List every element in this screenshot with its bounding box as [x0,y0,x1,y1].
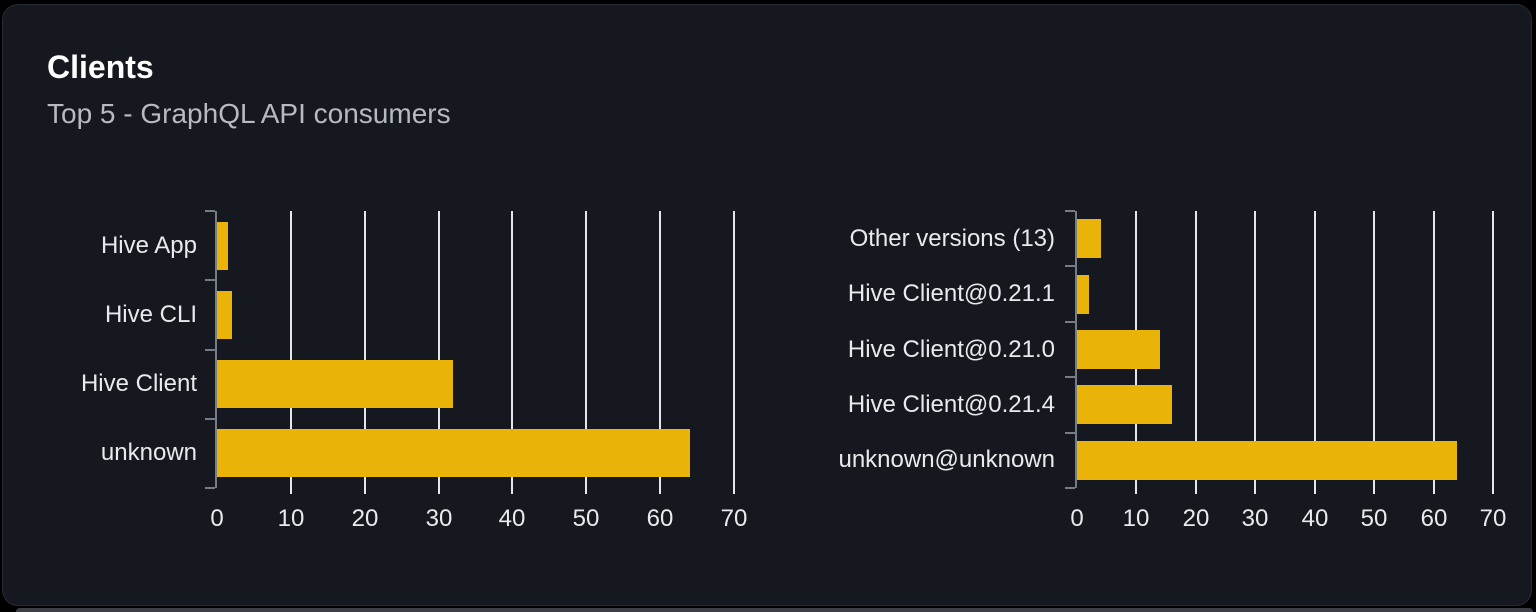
y-axis-tick [1065,210,1075,212]
y-axis-tick [205,487,215,489]
next-panel-top-edge [16,608,1533,612]
clients-card: Clients Top 5 - GraphQL API consumers Hi… [2,4,1532,606]
y-axis-tick [205,279,215,281]
gridline [733,211,735,494]
x-axis-tick-label: 0 [1070,505,1084,532]
gridline [511,211,514,494]
gridline [289,211,292,494]
card-subtitle: Top 5 - GraphQL API consumers [47,98,451,129]
y-axis-tick [205,210,215,212]
x-axis-tick-label: 20 [1182,505,1210,532]
gridline [585,211,588,494]
x-axis-tick-label: 0 [210,505,224,532]
clients-bar-chart: Hive App Hive CLI Hive Client unknown 0 10 20 3… [3,5,1531,605]
bar-unknown[interactable] [217,429,690,477]
y-axis-tick [1065,265,1075,267]
gridline [437,211,440,494]
x-axis-tick-label: 30 [425,505,453,532]
gridline [363,211,366,494]
gridline [1492,211,1494,494]
x-axis-tick-label: 70 [1479,505,1507,532]
x-axis-tick-label: 50 [572,505,600,532]
y-axis-line [215,211,217,488]
bar-other-versions-13-[interactable] [1077,219,1101,258]
y-axis-tick [1065,432,1075,434]
category-label: Hive Client [80,370,197,397]
y-axis-tick [1065,376,1075,378]
y-axis-tick [1065,487,1075,489]
bar-hive-client-0.21.0[interactable] [1077,330,1160,369]
bar-hive-client[interactable] [217,360,453,408]
x-axis-tick-label: 60 [1420,505,1448,532]
bar-unknown-unknown[interactable] [1077,441,1457,480]
category-label: Hive Client@0.21.1 [847,280,1055,307]
gridline [1373,211,1376,494]
bar-hive-client-0.21.4[interactable] [1077,385,1172,424]
gridline [1194,211,1197,494]
category-label: Other versions (13) [849,225,1055,252]
y-axis-tick [205,418,215,420]
gridline [1254,211,1257,494]
x-axis-tick-label: 30 [1241,505,1269,532]
y-axis-line [1075,211,1077,488]
client-versions-bar-chart: Other versions (13) Hive Client@0.21.1 Hiv… [3,5,1531,605]
category-label: Hive Client@0.21.4 [847,391,1055,418]
category-label: Hive CLI [104,301,197,328]
category-label: Hive App [100,232,197,259]
gridline [659,211,662,494]
bar-hive-client-0.21.1[interactable] [1077,275,1089,314]
y-axis-tick [205,349,215,351]
gridline [1432,211,1435,494]
bar-hive-cli[interactable] [217,291,232,339]
x-axis-tick-label: 40 [1301,505,1329,532]
bar-hive-app[interactable] [217,222,228,270]
x-axis-tick-label: 40 [498,505,526,532]
category-label: unknown [100,439,197,466]
x-axis-tick-label: 70 [720,505,748,532]
card-title: Clients [47,49,154,85]
x-axis-tick-label: 20 [351,505,379,532]
x-axis-tick-label: 50 [1360,505,1388,532]
x-axis-tick-label: 10 [1122,505,1150,532]
x-axis-tick-label: 10 [277,505,305,532]
gridline [1313,211,1316,494]
y-axis-tick [1065,321,1075,323]
category-label: Hive Client@0.21.0 [847,336,1055,363]
x-axis-tick-label: 60 [646,505,674,532]
category-label: unknown@unknown [838,446,1055,473]
